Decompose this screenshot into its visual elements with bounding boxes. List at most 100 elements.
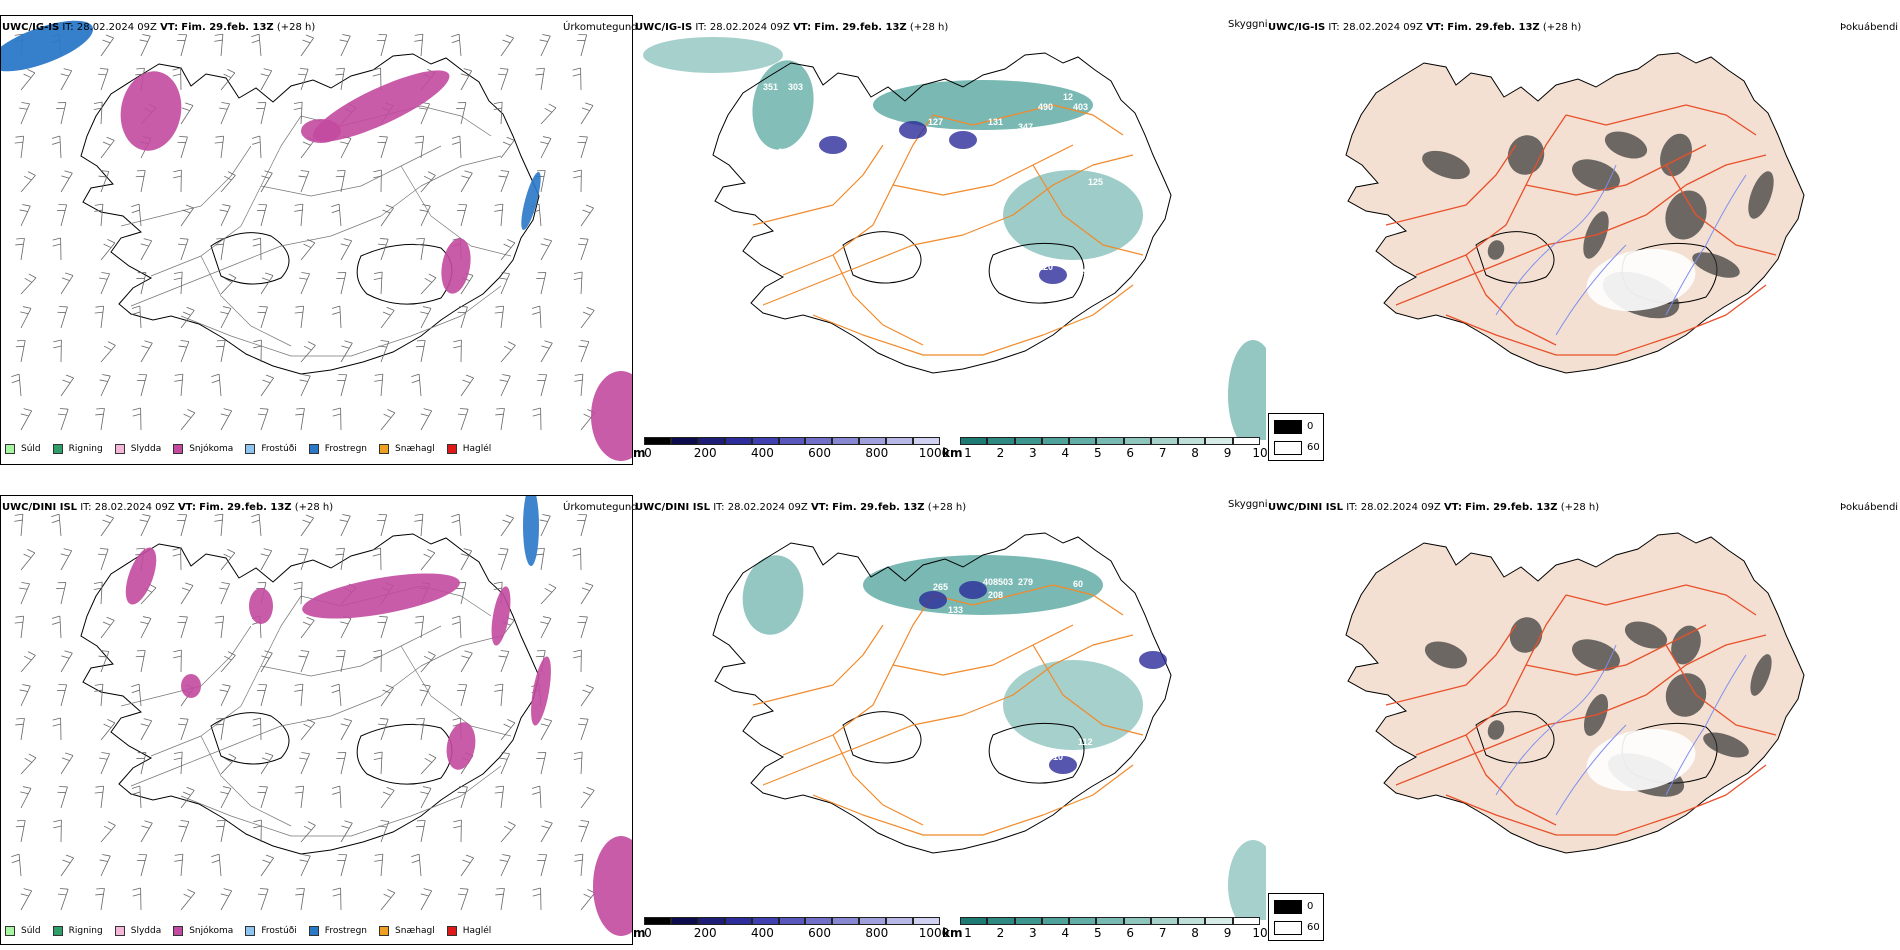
- fog-index-dark: [1624, 621, 1668, 649]
- wind-barb: [220, 408, 233, 431]
- wind-barb: [140, 820, 153, 843]
- wind-barb: [380, 786, 395, 809]
- wind-barb: [139, 514, 151, 537]
- wind-barb: [535, 67, 545, 91]
- wind-barb: [332, 887, 342, 911]
- colorbar-cell: [670, 917, 698, 925]
- low-visibility-area: [873, 80, 1093, 130]
- wind-barb: [298, 170, 310, 193]
- ceiling-value-label: 303: [788, 82, 803, 92]
- wind-barb: [499, 374, 511, 397]
- wind-barb: [140, 718, 153, 741]
- wind-barb: [97, 68, 109, 91]
- wind-barb: [300, 239, 316, 261]
- precip-legend-label: Snæhagl: [395, 926, 435, 936]
- freezing-rain-area: [1, 20, 94, 72]
- colorbar-cell: [805, 917, 833, 925]
- precip-legend-top: Súld Rigning Slydda Snjókoma Frostúði Frostre…: [5, 442, 503, 456]
- wind-barb: [131, 305, 142, 329]
- wind-barb: [220, 69, 236, 91]
- wind-barb: [180, 409, 196, 431]
- precip-legend-swatch: [52, 926, 63, 936]
- freezing-rain-area: [523, 496, 539, 566]
- colorbar-cell: [1123, 437, 1151, 445]
- precip-legend-item: Slydda: [114, 444, 161, 454]
- wind-barb: [574, 373, 584, 397]
- low-visibility-area: [742, 555, 804, 635]
- visibility-colorbar-bottom: [960, 917, 1260, 925]
- fog-legend-label-black: 0: [1307, 421, 1314, 432]
- snow-area: [312, 70, 450, 142]
- colorbar-cell: [670, 437, 698, 445]
- colorbar-tick-label: 1: [964, 926, 972, 940]
- precip-legend-item: Snjókoma: [173, 444, 233, 454]
- wind-barb: [531, 305, 542, 329]
- wind-barb: [56, 102, 67, 125]
- wind-barb: [540, 136, 552, 159]
- wind-barb: [20, 69, 36, 91]
- wind-barb: [540, 238, 553, 261]
- wind-barb: [456, 684, 468, 707]
- wind-barb: [332, 407, 342, 431]
- wind-barb: [500, 821, 516, 843]
- wind-barb: [177, 238, 189, 261]
- visibility-road-2: [932, 584, 1124, 616]
- wind-barb: [60, 272, 74, 295]
- colorbar-tick-label: 4: [1061, 446, 1070, 460]
- wind-barb: [577, 616, 588, 639]
- precip-panel-top: Súld Rigning Slydda Snjókoma Frostúði Frostre…: [0, 15, 633, 465]
- wind-barb: [220, 651, 236, 673]
- ceiling-unit-bottom: m: [633, 926, 646, 940]
- colorbar-cell: [1232, 917, 1260, 925]
- wind-barb: [451, 615, 462, 639]
- wind-barb: [297, 548, 309, 571]
- precip-road-0: [130, 155, 502, 307]
- fog-index-dark: [1665, 673, 1707, 717]
- fog-index-dark: [1487, 720, 1505, 740]
- precip-legend-item: Snæhagl: [379, 926, 435, 936]
- colorbar-cell: [987, 437, 1015, 445]
- wind-barb: [140, 616, 152, 639]
- wind-barb: [260, 272, 274, 295]
- wind-barb: [499, 752, 510, 775]
- wind-barb: [220, 273, 237, 295]
- precip-legend-swatch: [446, 444, 457, 454]
- wind-barb: [498, 650, 510, 673]
- precip-legend-label: Snæhagl: [395, 444, 435, 454]
- wind-barb: [532, 887, 542, 911]
- fog-legend-label-white: 60: [1307, 922, 1320, 933]
- panel-title-fog-bottom: Þokuábendi: [1840, 502, 1899, 513]
- colorbar-cell: [886, 917, 914, 925]
- ceiling-colorbar-top: [644, 437, 940, 445]
- visibility-road-3: [892, 624, 1074, 676]
- fog-map-coastline: [1345, 532, 1805, 854]
- visibility-ticks-top: 1 2 3 4 5 6 7 8 9 10: [960, 446, 1267, 460]
- wind-barb: [376, 34, 388, 57]
- fog-panel-top: [1266, 15, 1900, 465]
- wind-barb: [300, 34, 314, 57]
- fog-road-3: [1525, 624, 1707, 676]
- precip-map-glacier-vatnajokull: [356, 723, 453, 785]
- precip-panel-bottom: Súld Rigning Slydda Snjókoma Frostúði Frostre…: [0, 495, 633, 945]
- wind-barb: [373, 169, 382, 193]
- wind-barb: [94, 785, 105, 809]
- fog-index-dark: [1507, 135, 1545, 175]
- wind-barb: [257, 786, 268, 809]
- ceiling-value-label: 120: [1038, 262, 1053, 272]
- wind-barb: [540, 718, 553, 741]
- wind-barb: [295, 887, 305, 911]
- wind-barb: [451, 135, 462, 159]
- wind-barb: [414, 513, 424, 537]
- visibility-panel-bottom: 265 408 503 279 208 133 225 349 60 112 10: [633, 495, 1266, 945]
- wind-barb: [56, 582, 67, 605]
- precip-legend-label: Haglél: [462, 926, 492, 936]
- precip-legend-swatch: [245, 444, 256, 454]
- wind-barb: [499, 854, 511, 877]
- colorbar-cell: [1096, 437, 1124, 445]
- colorbar-cell: [1150, 917, 1179, 925]
- visibility-road-3: [892, 144, 1074, 196]
- wind-barb: [20, 273, 37, 295]
- wind-barb: [11, 373, 22, 397]
- colorbar-cell: [805, 437, 833, 445]
- panel-title-precip-bottom: Úrkomutegund: [563, 502, 638, 513]
